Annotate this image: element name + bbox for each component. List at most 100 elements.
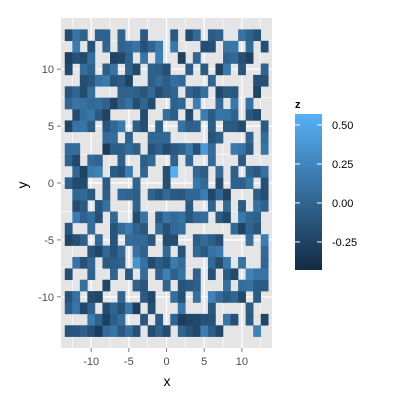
heatmap-tile bbox=[102, 313, 111, 326]
heatmap-tile bbox=[64, 268, 73, 281]
heatmap-tile bbox=[260, 200, 269, 212]
heatmap-tile bbox=[162, 188, 171, 201]
heatmap-tile bbox=[185, 63, 194, 76]
heatmap-tile bbox=[109, 302, 118, 315]
heatmap-tile bbox=[177, 188, 186, 201]
heatmap-tile bbox=[147, 291, 156, 303]
heatmap-tile bbox=[140, 245, 148, 258]
y-tick-label: 10 bbox=[42, 64, 54, 76]
heatmap-tile bbox=[215, 234, 224, 246]
heatmap-tile bbox=[72, 211, 81, 224]
heatmap-tile bbox=[238, 256, 246, 269]
heatmap-tile bbox=[147, 86, 156, 98]
heatmap-tile bbox=[177, 222, 186, 235]
heatmap-tile bbox=[223, 256, 231, 269]
heatmap-tile bbox=[94, 109, 103, 121]
heatmap-tile bbox=[177, 313, 186, 326]
heatmap-tile bbox=[140, 234, 148, 246]
heatmap-tile bbox=[207, 143, 216, 155]
heatmap-tile bbox=[140, 120, 148, 133]
heatmap-tile bbox=[155, 52, 164, 64]
heatmap-tile bbox=[132, 222, 141, 235]
heatmap-tile bbox=[200, 143, 209, 155]
heatmap-tile bbox=[125, 52, 133, 64]
heatmap-tile bbox=[102, 40, 111, 53]
heatmap-tile bbox=[192, 279, 201, 292]
heatmap-tile bbox=[94, 291, 103, 303]
heatmap-tile bbox=[79, 86, 88, 98]
heatmap-tile bbox=[245, 234, 254, 246]
heatmap-tile bbox=[155, 313, 164, 326]
heatmap-tile bbox=[72, 52, 81, 64]
heatmap-tile bbox=[260, 268, 269, 281]
heatmap-tile bbox=[215, 109, 224, 121]
heatmap-tile bbox=[245, 222, 254, 235]
heatmap-tile bbox=[87, 291, 96, 303]
heatmap-tile bbox=[87, 154, 96, 167]
heatmap-tile bbox=[223, 268, 231, 281]
x-tick-label: 5 bbox=[201, 356, 207, 368]
heatmap-tile bbox=[170, 165, 179, 178]
heatmap-tile bbox=[117, 143, 126, 155]
heatmap-tile bbox=[79, 325, 88, 337]
heatmap-tile bbox=[177, 291, 186, 303]
heatmap-tile bbox=[125, 188, 133, 201]
heatmap-tile bbox=[102, 143, 111, 155]
heatmap-tile bbox=[215, 97, 224, 110]
heatmap-tile bbox=[223, 279, 231, 292]
heatmap-tile bbox=[155, 268, 164, 281]
heatmap-tile bbox=[245, 131, 254, 144]
heatmap-tile bbox=[207, 188, 216, 201]
heatmap-tile bbox=[102, 131, 111, 144]
heatmap-tile bbox=[147, 234, 156, 246]
heatmap-tile bbox=[177, 245, 186, 258]
heatmap-tile bbox=[155, 74, 164, 87]
x-tick-label: -5 bbox=[124, 356, 134, 368]
heatmap-tile bbox=[132, 302, 141, 315]
heatmap-tile bbox=[79, 74, 88, 87]
heatmap-tile bbox=[192, 268, 201, 281]
heatmap-tile bbox=[72, 200, 81, 212]
heatmap-tile bbox=[162, 86, 171, 98]
heatmap-tile bbox=[147, 74, 156, 87]
heatmap-tile bbox=[72, 256, 81, 269]
heatmap-tile bbox=[223, 313, 231, 326]
heatmap-tile bbox=[223, 52, 231, 64]
heatmap-tile bbox=[64, 52, 73, 64]
heatmap-tile bbox=[155, 63, 164, 76]
heatmap-tile bbox=[132, 234, 141, 246]
y-tick-label: -10 bbox=[38, 292, 54, 304]
heatmap-tile bbox=[170, 211, 179, 224]
heatmap-tile bbox=[207, 200, 216, 212]
heatmap-tile bbox=[177, 211, 186, 224]
heatmap-tile bbox=[170, 234, 179, 246]
heatmap-tile bbox=[230, 143, 239, 155]
heatmap-tile bbox=[155, 325, 164, 337]
heatmap-tile bbox=[230, 97, 239, 110]
heatmap-tile bbox=[140, 154, 148, 167]
heatmap-tile bbox=[215, 291, 224, 303]
heatmap-tile bbox=[245, 279, 254, 292]
heatmap-tile bbox=[117, 97, 126, 110]
heatmap-tile bbox=[102, 97, 111, 110]
heatmap-tile bbox=[132, 188, 141, 201]
heatmap-tile bbox=[155, 120, 164, 133]
heatmap-tile bbox=[162, 165, 171, 178]
heatmap-tile bbox=[132, 245, 141, 258]
heatmap-tile bbox=[207, 74, 216, 87]
heatmap-tile bbox=[117, 313, 126, 326]
heatmap-tile bbox=[185, 211, 194, 224]
heatmap-tile bbox=[200, 165, 209, 178]
heatmap-tile bbox=[207, 291, 216, 303]
heatmap-tile bbox=[79, 200, 88, 212]
heatmap-tile bbox=[79, 211, 88, 224]
heatmap-tile bbox=[207, 313, 216, 326]
heatmap-tile bbox=[147, 256, 156, 269]
heatmap-tile bbox=[230, 109, 239, 121]
heatmap-tile bbox=[170, 86, 179, 98]
heatmap-tile bbox=[147, 40, 156, 53]
heatmap-tile bbox=[200, 177, 209, 189]
heatmap-tile bbox=[162, 245, 171, 258]
heatmap-tile bbox=[132, 256, 141, 269]
heatmap-tile bbox=[79, 63, 88, 76]
